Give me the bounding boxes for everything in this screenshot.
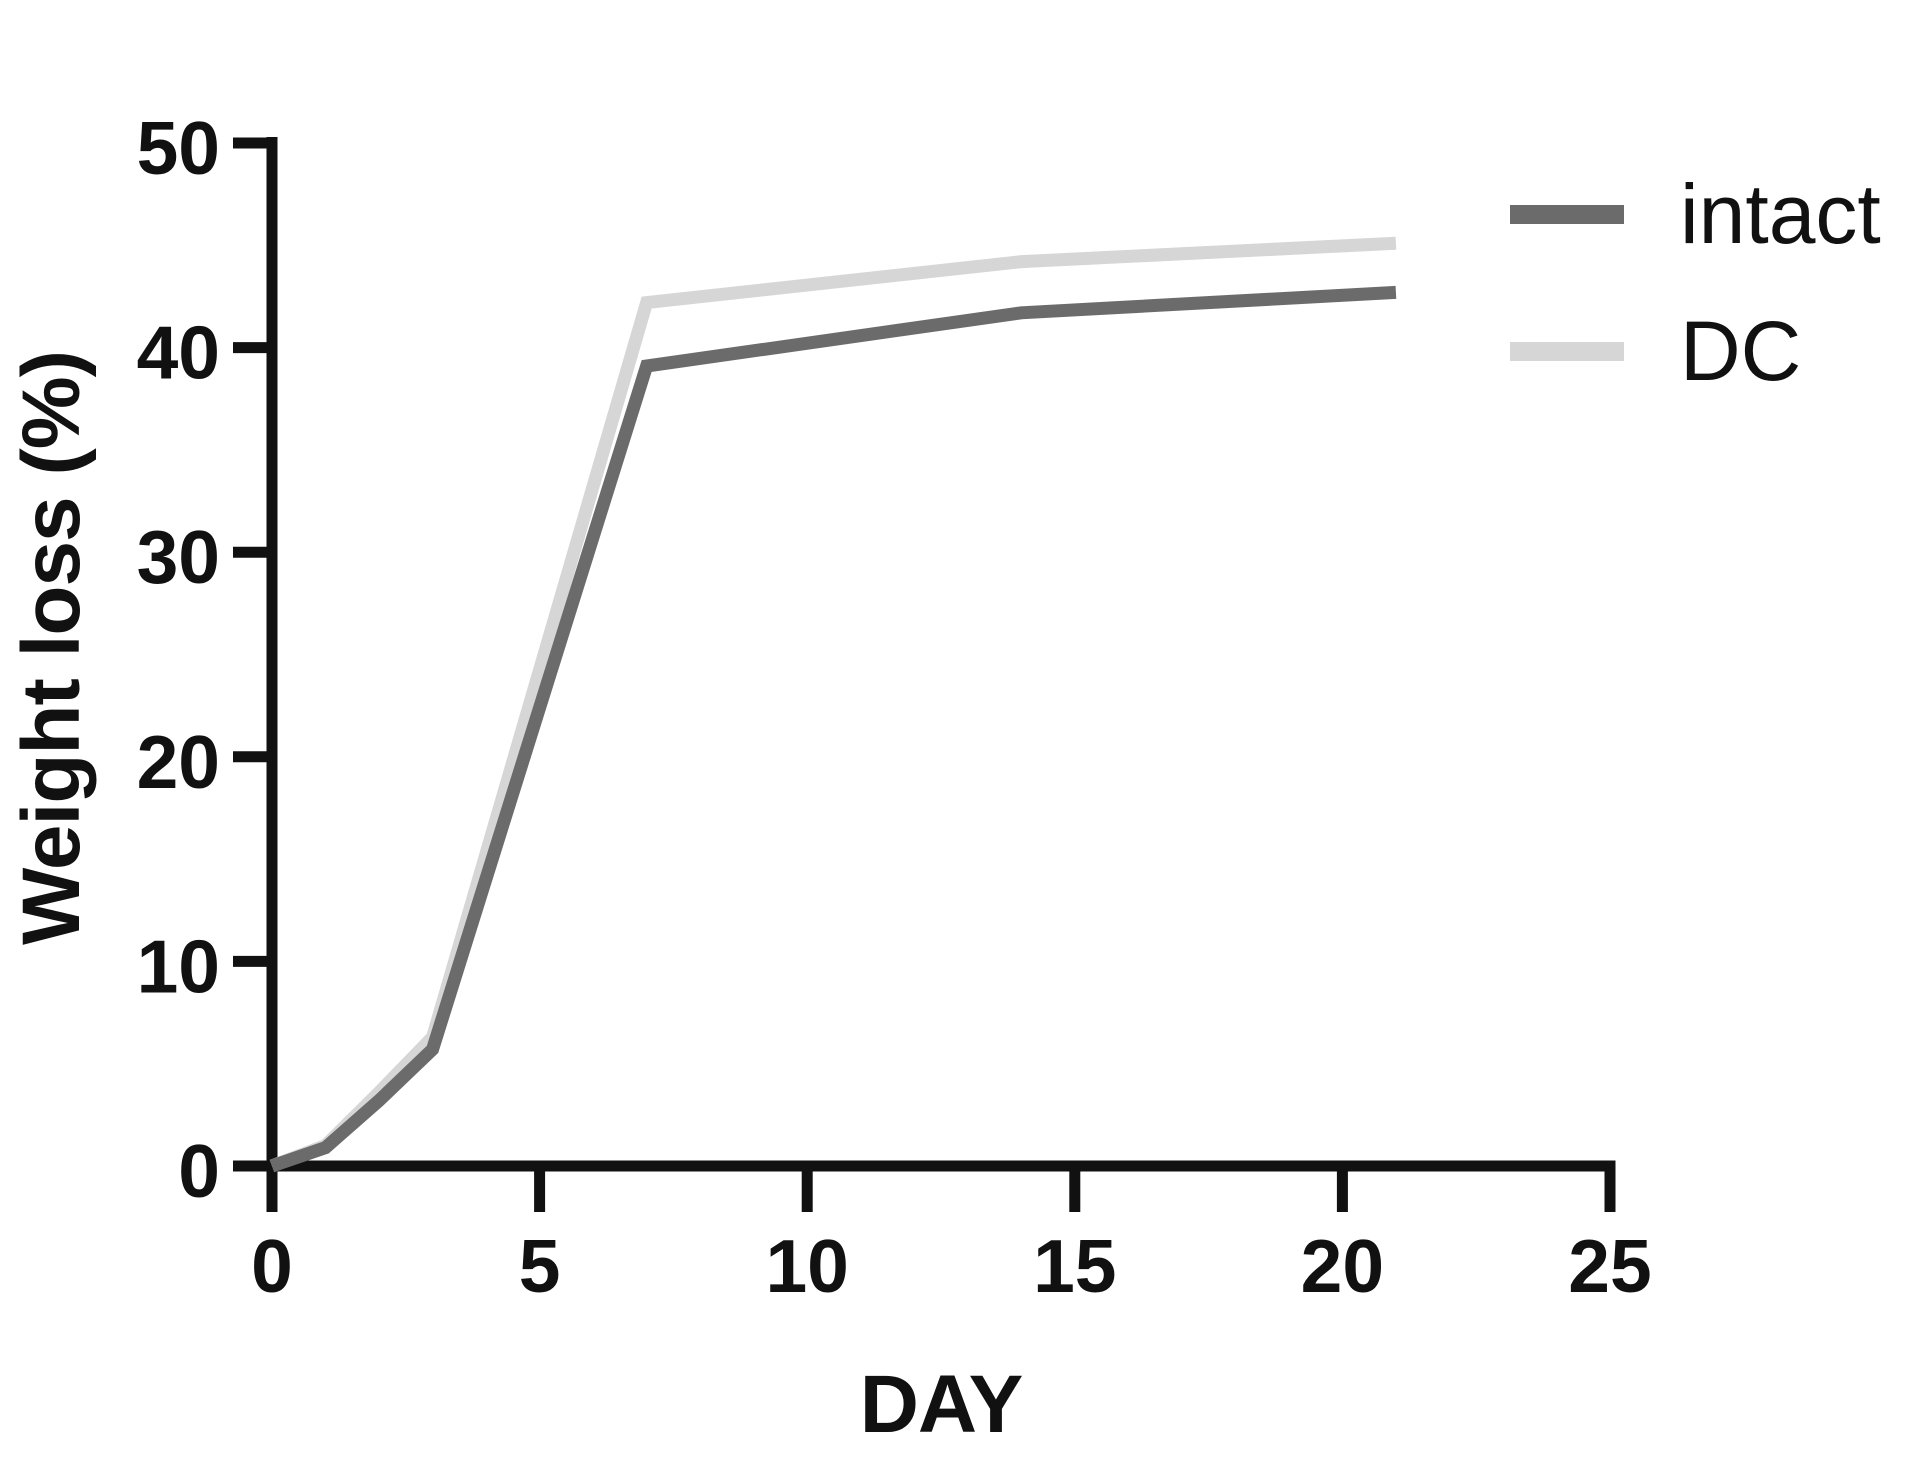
legend-label-intact: intact bbox=[1680, 167, 1881, 261]
legend-item: intact bbox=[1510, 159, 1881, 269]
legend-label-dc: DC bbox=[1680, 304, 1802, 398]
legend-swatch-intact bbox=[1510, 204, 1624, 224]
y-tick-label: 10 bbox=[137, 924, 220, 1008]
x-axis-title: DAY bbox=[859, 1359, 1024, 1450]
y-tick-label: 20 bbox=[137, 720, 220, 804]
x-tick-label: 5 bbox=[519, 1224, 561, 1308]
legend: intact DC bbox=[1510, 159, 1881, 406]
x-tick-label: 20 bbox=[1301, 1224, 1384, 1308]
x-tick-label: 10 bbox=[765, 1224, 848, 1308]
y-tick-label: 40 bbox=[137, 311, 220, 395]
y-tick-label: 0 bbox=[178, 1129, 220, 1213]
x-tick-label: 25 bbox=[1568, 1224, 1651, 1308]
series-line-intact bbox=[269, 285, 1397, 1173]
x-tick-label: 0 bbox=[251, 1224, 293, 1308]
y-axis-title: Weight loss (%) bbox=[6, 351, 97, 945]
y-tick-label: 30 bbox=[137, 515, 220, 599]
y-tick-label: 50 bbox=[137, 106, 220, 190]
legend-item: DC bbox=[1510, 296, 1881, 406]
x-tick-label: 15 bbox=[1033, 1224, 1116, 1308]
legend-swatch-dc bbox=[1510, 341, 1624, 361]
